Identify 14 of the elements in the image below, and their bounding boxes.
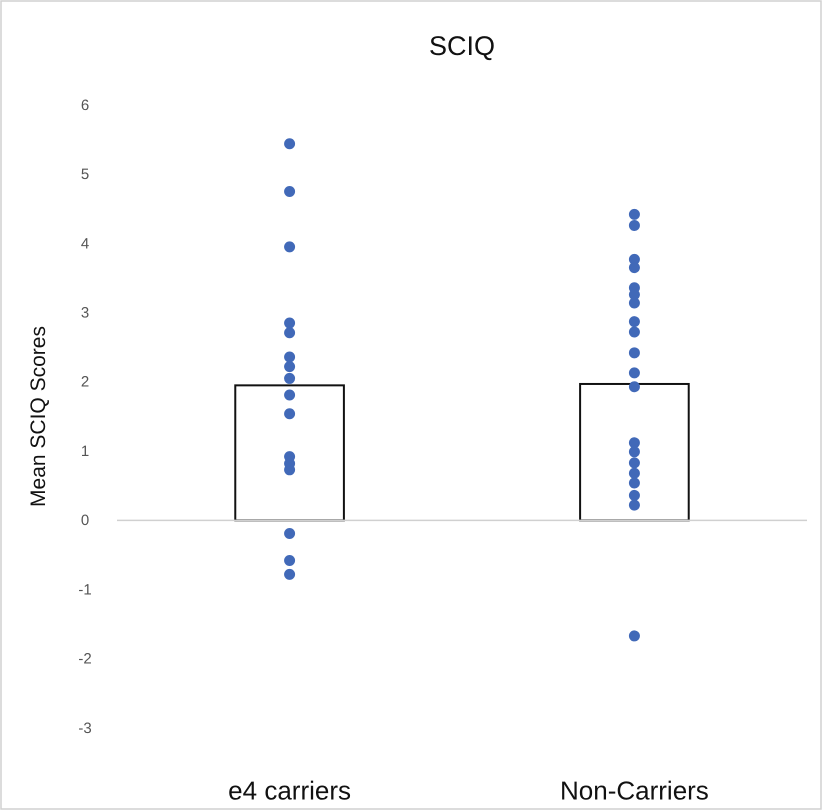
y-tick-label: 0 [80,512,90,530]
y-tick-label: 1 [80,442,90,460]
y-tick-label: 2 [80,374,90,391]
chart-title: SCIQ [428,31,496,61]
y-tick-label: -1 [78,581,92,598]
y-tick-label: 4 [80,235,90,252]
x-tick-label: Non-Carriers [560,775,709,806]
x-tick-label: e4 carriers [228,775,351,806]
y-tick-label: 3 [80,304,90,322]
y-tick-label: -2 [78,650,92,668]
y-tick-label: -3 [78,720,92,737]
y-axis-title: Mean SCIQ Scores [27,326,50,507]
y-tick-label: 5 [80,166,90,184]
y-tick-label: 6 [80,96,90,114]
